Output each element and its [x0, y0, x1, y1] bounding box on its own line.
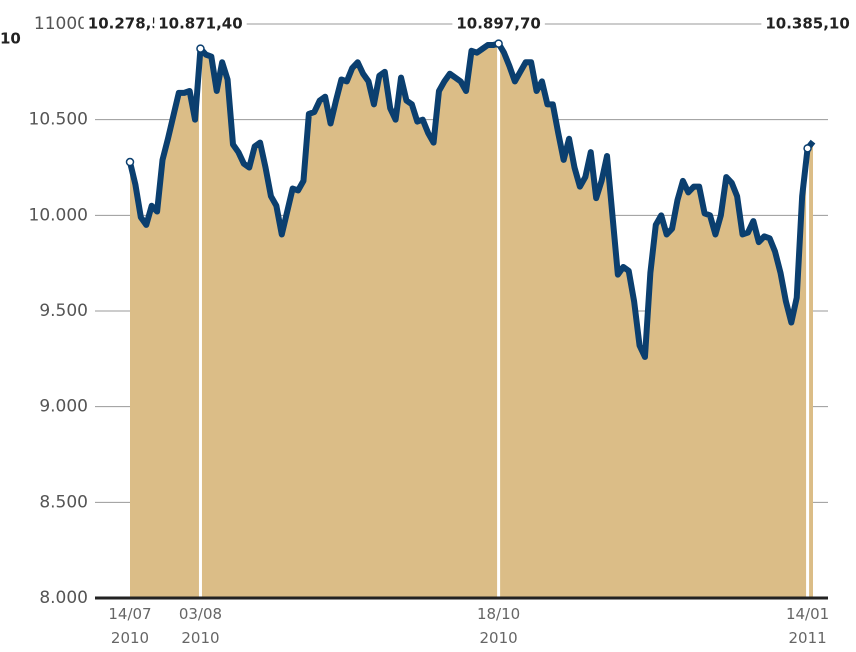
value-label-bg	[452, 14, 545, 33]
y-tick-label: 8.000	[39, 588, 88, 608]
x-tick-label: 14/07 2010	[108, 605, 152, 647]
y-tick-label: 9.500	[39, 301, 88, 321]
y-tick-label: 11000	[34, 14, 88, 34]
y-tick-label: 9.000	[39, 397, 88, 417]
clipped-label: 10	[0, 30, 21, 48]
point-marker	[803, 144, 812, 153]
line	[127, 40, 816, 360]
x-tick-label: 03/08 2010	[178, 605, 223, 647]
value-label: 10.385,10	[765, 15, 849, 33]
y-tick-label: 10.500	[29, 110, 88, 130]
value-label-bg	[761, 14, 854, 33]
value-label-bg	[154, 14, 247, 33]
x-tick-label: 18/10 2010	[476, 605, 521, 647]
x-tick-label: 14/01 2011	[785, 605, 830, 647]
y-tick-label: 8.500	[39, 492, 88, 512]
point-marker	[125, 157, 135, 167]
value-label: 10.871,40	[158, 15, 242, 33]
y-tick-label: 10.000	[29, 205, 88, 225]
point-marker	[196, 44, 205, 53]
point-marker	[494, 39, 503, 48]
value-label: 10.278,50	[88, 15, 172, 33]
value-label-bg	[83, 14, 177, 33]
value-label: 10.897,70	[456, 15, 540, 33]
area	[130, 43, 813, 598]
